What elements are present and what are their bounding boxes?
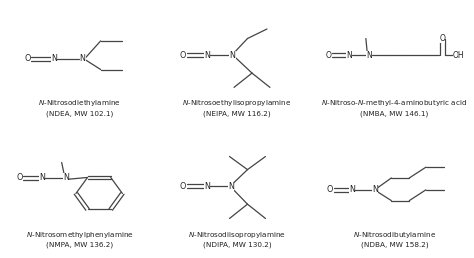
Text: N: N <box>204 51 210 60</box>
Text: N: N <box>366 51 372 60</box>
Text: O: O <box>180 51 186 60</box>
Text: N: N <box>349 186 356 194</box>
Text: O: O <box>439 34 445 43</box>
Text: (NMPA, MW 136.2): (NMPA, MW 136.2) <box>46 241 113 248</box>
Text: (NEIPA, MW 116.2): (NEIPA, MW 116.2) <box>203 110 271 117</box>
Text: N: N <box>346 51 352 60</box>
Text: (NDIPA, MW 130.2): (NDIPA, MW 130.2) <box>203 241 271 248</box>
Text: N: N <box>372 186 378 194</box>
Text: $\it{N}$-Nitrosodibutylamine: $\it{N}$-Nitrosodibutylamine <box>353 230 436 240</box>
Text: N: N <box>51 54 57 63</box>
Text: $\it{N}$-Nitrosoethylisopropylamine: $\it{N}$-Nitrosoethylisopropylamine <box>182 99 292 108</box>
Text: N: N <box>80 54 86 63</box>
Text: (NDBA, MW 158.2): (NDBA, MW 158.2) <box>361 241 428 248</box>
Text: N: N <box>204 182 210 191</box>
Text: O: O <box>327 186 333 194</box>
Text: O: O <box>180 182 186 191</box>
Text: $\it{N}$-Nitrosodiethylamine: $\it{N}$-Nitrosodiethylamine <box>38 99 121 108</box>
Text: O: O <box>17 173 23 182</box>
Text: N: N <box>229 51 236 60</box>
Text: N: N <box>228 182 234 191</box>
Text: $\it{N}$-Nitrosomethylphenylamine: $\it{N}$-Nitrosomethylphenylamine <box>26 230 134 240</box>
Text: N: N <box>63 173 69 182</box>
Text: (NDEA, MW 102.1): (NDEA, MW 102.1) <box>46 110 113 117</box>
Text: O: O <box>24 54 30 63</box>
Text: (NMBA, MW 146.1): (NMBA, MW 146.1) <box>360 110 428 117</box>
Text: $\it{N}$-Nitroso-$\it{N}$-methyl-4-aminobutyric acid: $\it{N}$-Nitroso-$\it{N}$-methyl-4-amino… <box>321 99 467 108</box>
Text: O: O <box>326 51 331 60</box>
Text: N: N <box>39 173 45 182</box>
Text: $\it{N}$-Nitrosodiisopropylamine: $\it{N}$-Nitrosodiisopropylamine <box>188 230 286 240</box>
Text: OH: OH <box>453 51 465 60</box>
